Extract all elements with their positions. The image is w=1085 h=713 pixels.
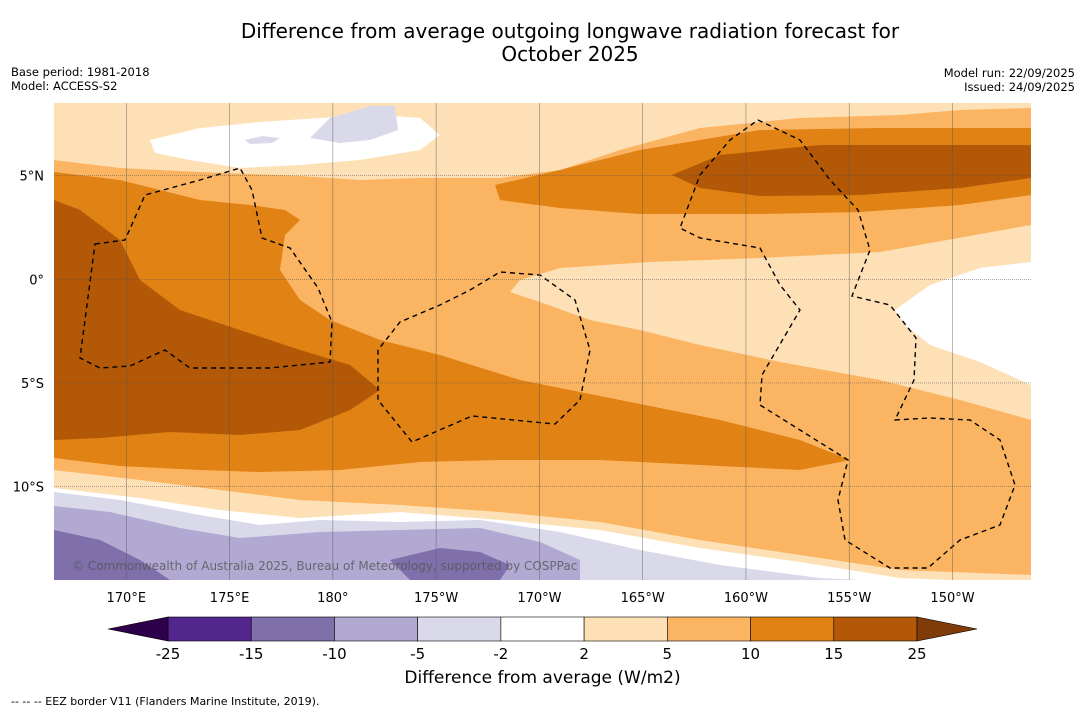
colorbar-segment [833,616,918,642]
colorbar-tick-label: 15 [824,645,843,663]
title-line-2: October 2025 [501,42,639,66]
colorbar-tick-label: 5 [663,645,673,663]
model-run: Model run: 22/09/2025 [943,66,1075,80]
y-tick-label: 5°S [21,377,44,392]
eez-east [679,119,1016,569]
colorbar-segment [583,616,668,642]
x-tick-label: 155°W [827,591,871,606]
colorbar-tick-label: -5 [410,645,425,663]
base-period: Base period: 1981-2018 [11,65,150,79]
field-south-deep-2 [390,548,510,580]
eez-tuvalu [79,167,333,369]
colorbar-tick-label: 2 [579,645,589,663]
y-tick-label: 5°N [20,170,45,185]
y-tick-label: 0° [29,273,44,288]
colorbar-extend-low [107,616,169,642]
colorbar-tick-label: -15 [239,645,264,663]
x-axis: 170°E 175°E 180° 175°W 170°W 165°W 160°W 155°W 1… [107,591,975,606]
colorbar-segment [250,616,335,642]
eez-footnote: -- -- -- EEZ border V11 (Flanders Marine… [11,695,320,708]
colorbar-label: Difference from average (W/m2) [404,668,681,688]
y-tick-label: 10°S [13,481,44,496]
y-axis: 5°N 0° 5°S 10°S [13,170,44,496]
colorbar-segment [750,616,835,642]
eez-central [377,271,591,443]
x-tick-label: 170°W [517,591,561,606]
grid-lines [54,103,1031,580]
meta-right: Model run: 22/09/2025 Issued: 24/09/2025 [944,66,1075,94]
copyright-text: © Commonwealth of Australia 2025, Bureau… [72,559,577,573]
field-west-core [54,200,380,440]
colorbar-segment [417,616,502,642]
model-name: Model: ACCESS-S2 [11,79,118,93]
x-tick-label: 150°W [930,591,974,606]
colorbar-segment [334,616,418,642]
x-tick-label: 160°W [724,591,768,606]
colorbar-segment [667,616,751,642]
colorbar-tick-label: 25 [907,645,926,663]
field-north-purple [310,106,398,143]
x-tick-label: 165°W [621,591,665,606]
colorbar: -25 -15 -10 -5 -2 2 5 10 15 25 [107,616,978,663]
x-tick-label: 175°W [414,591,458,606]
meta-left: Base period: 1981-2018 Model: ACCESS-S2 [11,65,150,93]
colorbar-tick-label: -2 [493,645,508,663]
field-east-white [895,262,1031,385]
colorbar-extend-high [916,616,978,642]
field-north-purple-2 [245,136,280,144]
field-central-light [510,225,1031,420]
colorbar-tick-label: -25 [156,645,181,663]
colorbar-segment [500,616,585,642]
eez-borders [79,119,1016,569]
chart-title: Difference from average outgoing longwav… [0,20,1085,66]
field-ne-core [672,145,1031,196]
x-tick-label: 170°E [107,591,147,606]
x-tick-label: 180° [317,591,348,606]
x-tick-label: 175°E [210,591,250,606]
colorbar-tick-label: -10 [322,645,347,663]
issued-date: Issued: 24/09/2025 [964,80,1075,94]
field-south-deep [54,530,170,580]
title-line-1: Difference from average outgoing longwav… [240,19,900,43]
colorbar-tick-label: 10 [741,645,760,663]
colorbar-segment [167,616,252,642]
